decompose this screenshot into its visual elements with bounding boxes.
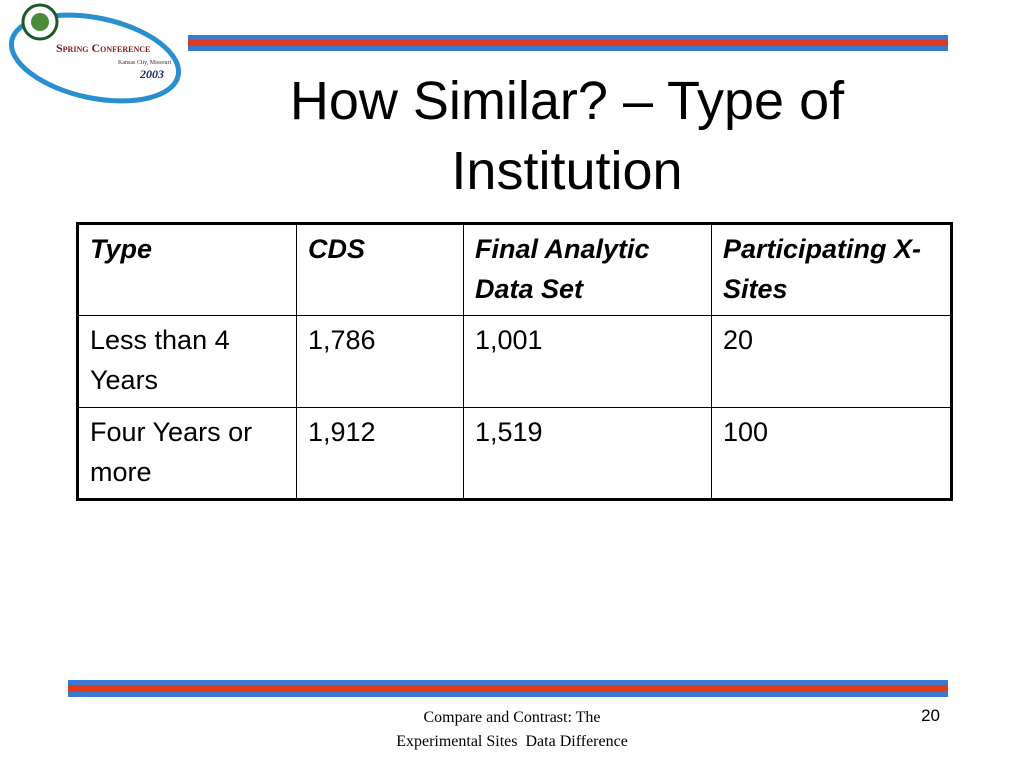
cell: 1,519 xyxy=(463,407,712,500)
header-cell: Type xyxy=(77,223,297,316)
data-table: Type CDS Final Analytic Data Set Partici… xyxy=(76,222,953,501)
cell: 100 xyxy=(711,407,952,500)
logo: Spring Conference Kansas City, Missouri … xyxy=(8,3,182,104)
logo-place: Kansas City, Missouri xyxy=(118,60,171,66)
logo-seal-center xyxy=(31,13,49,31)
page-number: 20 xyxy=(921,706,940,725)
logo-name: Spring Conference xyxy=(56,41,150,55)
header-cell: CDS xyxy=(296,223,464,316)
logo-swirl xyxy=(8,12,182,104)
logo-year: 2003 xyxy=(139,67,164,81)
table-row: Four Years or more 1,912 1,519 100 xyxy=(77,407,952,500)
footer: Compare and Contrast: The Experimental Si… xyxy=(312,706,712,754)
table-row: Less than 4 Years 1,786 1,001 20 xyxy=(77,315,952,408)
slide-title: How Similar? – Type of Institution xyxy=(289,71,845,201)
footer-line: Compare and Contrast: The xyxy=(423,709,601,726)
cell: 1,912 xyxy=(296,407,464,500)
cell: 20 xyxy=(711,315,952,408)
header-cell: Final Analytic Data Set xyxy=(463,223,712,316)
cell: Less than 4 Years xyxy=(77,315,297,408)
cell: Four Years or more xyxy=(77,407,297,500)
cell: 1,001 xyxy=(463,315,712,408)
cell: 1,786 xyxy=(296,315,464,408)
top-stripe xyxy=(188,35,948,51)
bottom-stripe xyxy=(68,680,948,697)
header-cell: Participating X-Sites xyxy=(711,223,952,316)
header-row: Type CDS Final Analytic Data Set Partici… xyxy=(77,223,952,316)
footer-line: Experimental Sites Data Difference xyxy=(396,733,628,750)
